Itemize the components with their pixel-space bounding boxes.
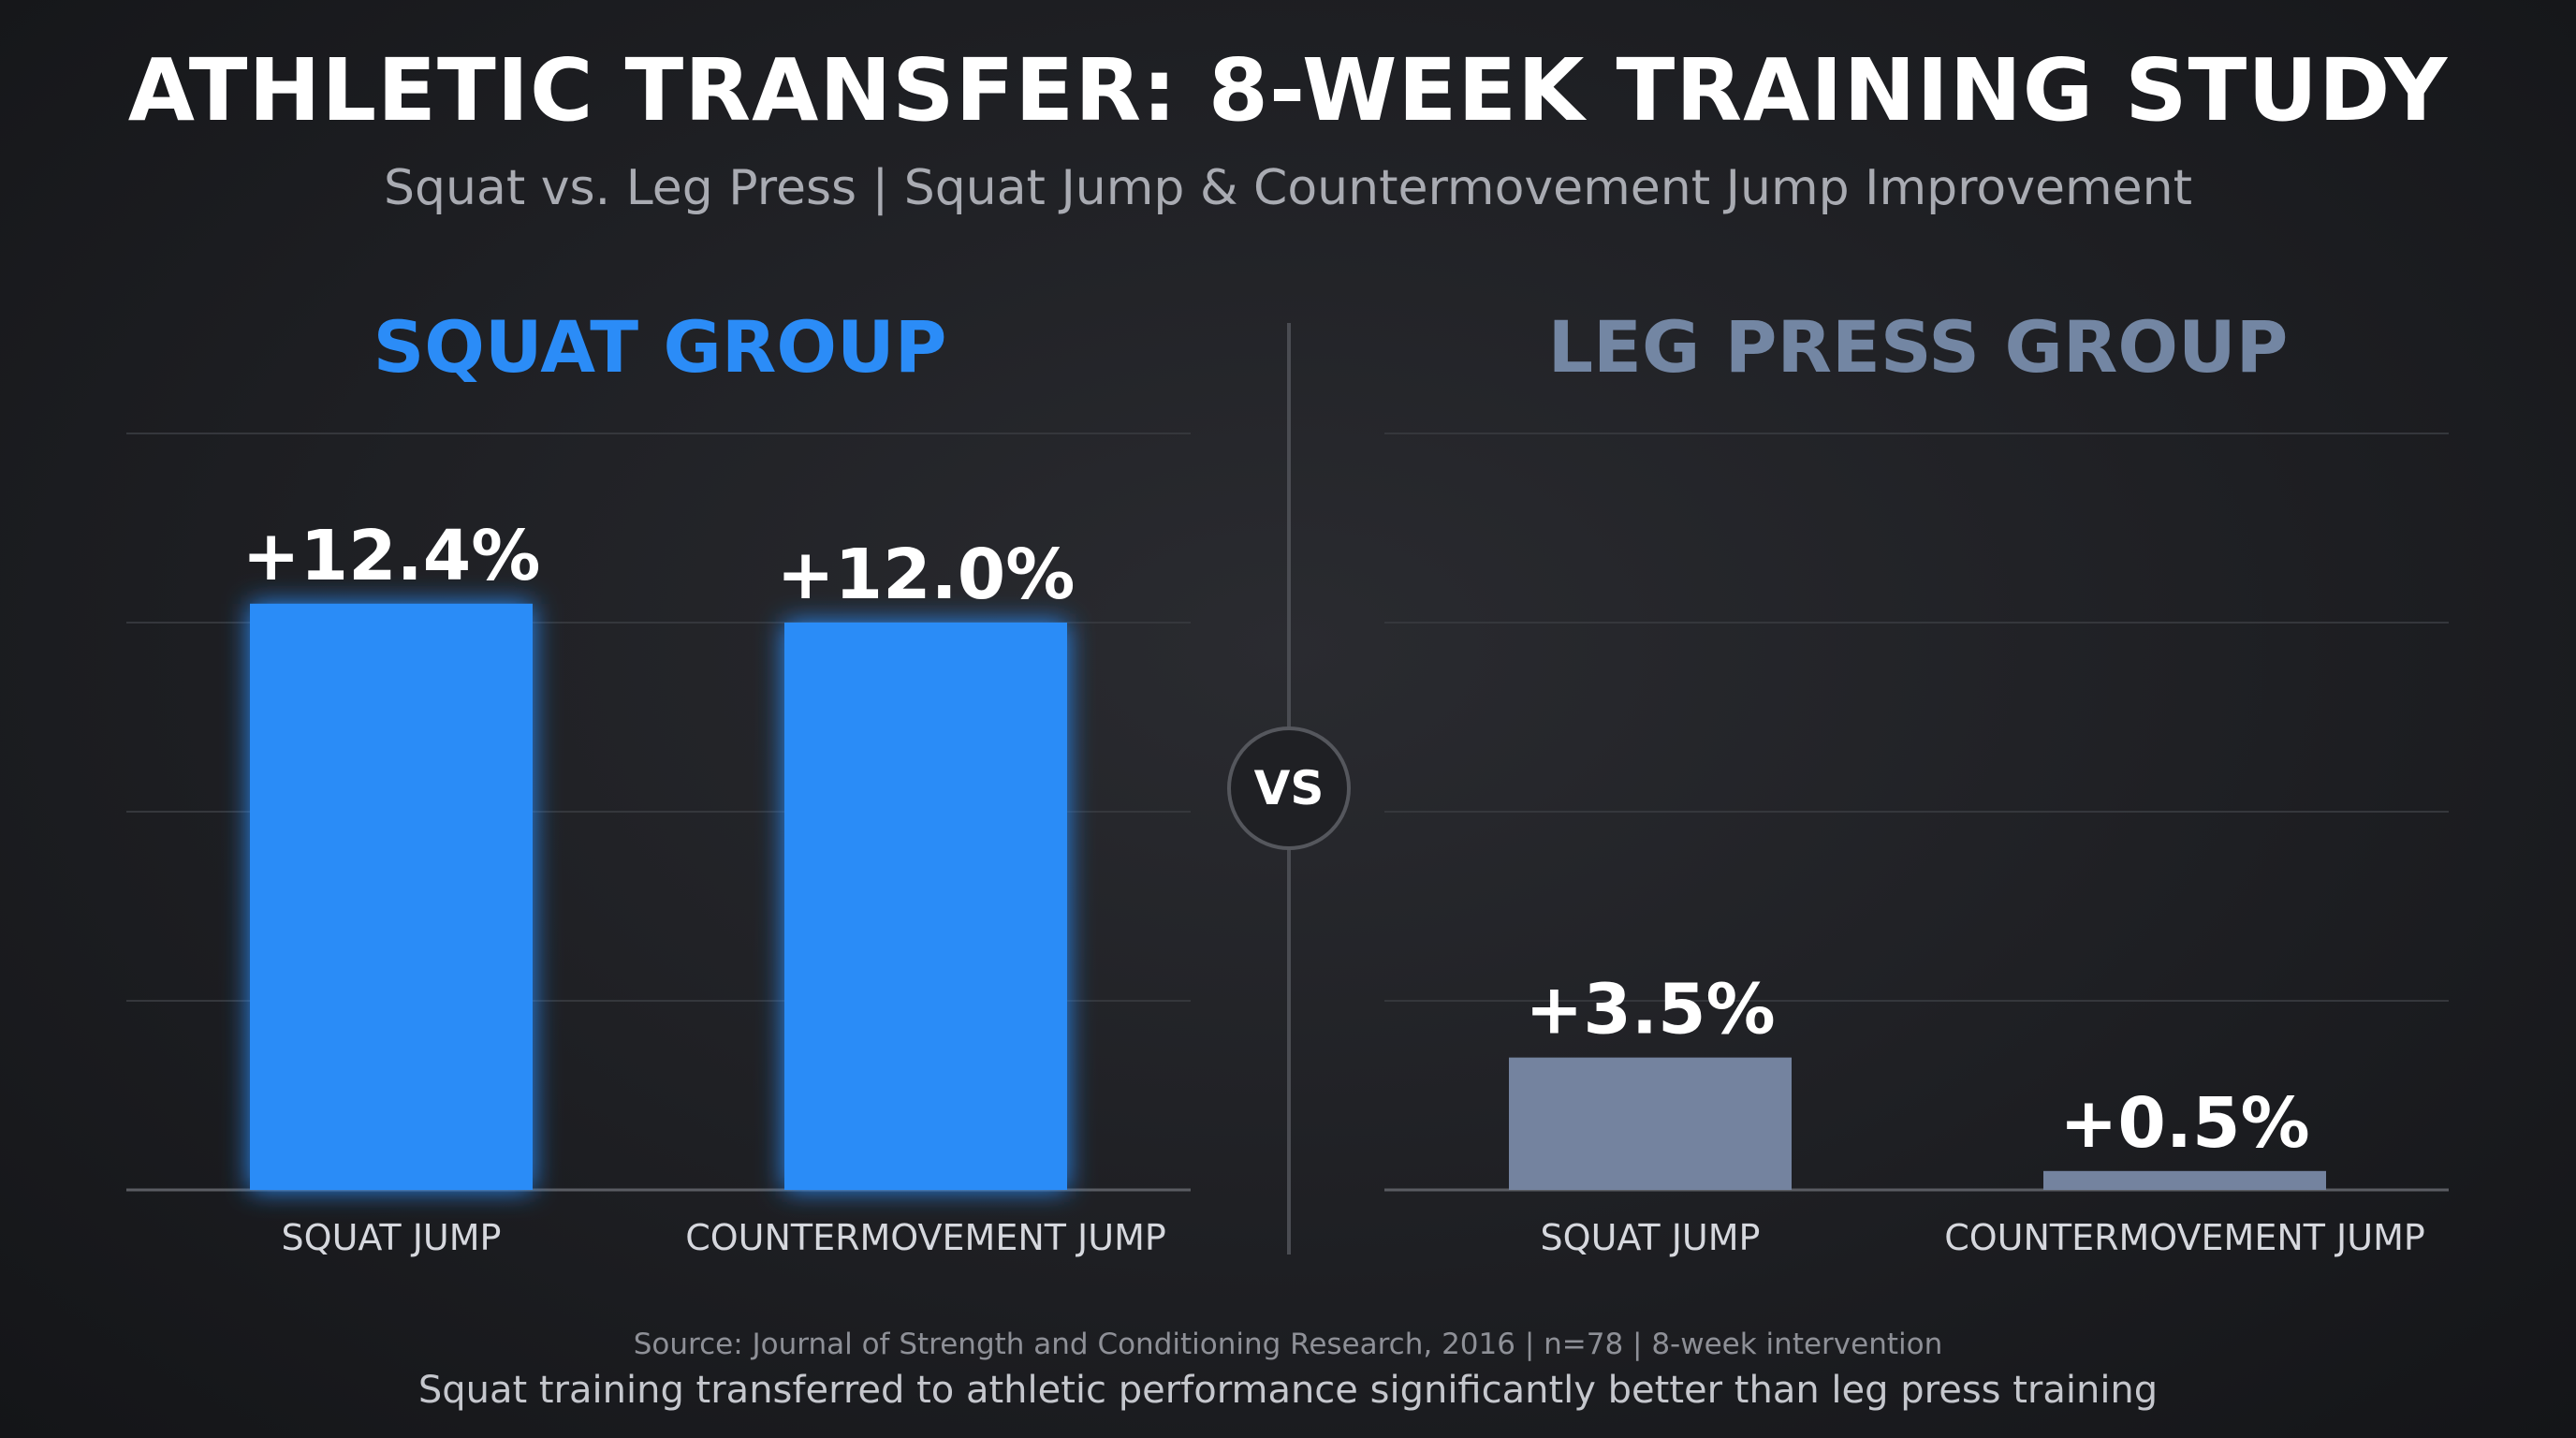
leg-press-value-label-squat-jump: +3.5% — [1525, 970, 1775, 1050]
leg-press-bar-countermovement-jump — [2043, 1170, 2326, 1190]
leg-press-group-title: LEG PRESS GROUP — [1547, 305, 2289, 389]
conclusion-note: Squat training transferred to athletic p… — [417, 1369, 2159, 1412]
squat-bar-countermovement-jump — [784, 623, 1067, 1190]
squat-category-label-countermovement-jump: COUNTERMOVEMENT JUMP — [685, 1217, 1166, 1258]
source-note: Source: Journal of Strength and Conditio… — [633, 1328, 1943, 1361]
chart-subtitle: Squat vs. Leg Press | Squat Jump & Count… — [384, 160, 2192, 216]
leg-press-category-label-countermovement-jump: COUNTERMOVEMENT JUMP — [1944, 1217, 2425, 1258]
vs-badge: VS — [1227, 726, 1351, 850]
squat-group-title: SQUAT GROUP — [373, 305, 947, 389]
squat-category-label-squat-jump: SQUAT JUMP — [282, 1217, 502, 1258]
squat-value-label-squat-jump: +12.4% — [242, 516, 541, 596]
squat-value-label-countermovement-jump: +12.0% — [777, 535, 1076, 615]
squat-bar-squat-jump — [250, 603, 533, 1190]
leg-press-value-label-countermovement-jump: +0.5% — [2059, 1083, 2309, 1164]
chart-title: ATHLETIC TRANSFER: 8-WEEK TRAINING STUDY — [127, 40, 2449, 140]
leg-press-bar-squat-jump — [1509, 1057, 1792, 1190]
leg-press-category-label-squat-jump: SQUAT JUMP — [1541, 1217, 1761, 1258]
